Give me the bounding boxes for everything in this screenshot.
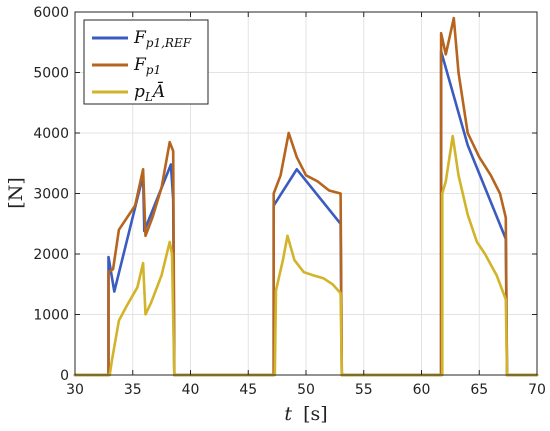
y-tick-label: 5000 — [33, 66, 69, 82]
x-tick-label: 30 — [66, 382, 84, 398]
x-tick-labels: 30 35 40 45 50 55 60 65 70 — [66, 382, 546, 398]
y-tick-label: 4000 — [33, 126, 69, 142]
series-layer — [73, 16, 539, 377]
x-tick-label: 35 — [124, 382, 142, 398]
x-axis-variable: t — [284, 403, 292, 425]
legend-label-3: pLĀ — [134, 81, 165, 104]
series-line-2 — [73, 16, 539, 377]
x-tick-label: 70 — [528, 382, 546, 398]
x-axis-title: t [s] — [284, 403, 327, 425]
y-tick-label: 2000 — [33, 247, 69, 263]
y-tick-label: 3000 — [33, 187, 69, 203]
x-tick-label: 65 — [470, 382, 488, 398]
y-tick-label: 0 — [60, 368, 69, 384]
axis-ticks — [74, 11, 538, 376]
x-tick-label: 60 — [413, 382, 431, 398]
y-axis-title: [N] — [5, 177, 27, 208]
x-tick-label: 55 — [355, 382, 373, 398]
y-tick-labels: 0 1000 2000 3000 4000 5000 6000 — [33, 5, 69, 384]
y-tick-label: 1000 — [33, 308, 69, 324]
y-tick-label: 6000 — [33, 5, 69, 21]
series-line-3 — [73, 134, 539, 377]
legend-box — [83, 19, 209, 105]
x-axis-unit: [s] — [303, 403, 328, 425]
x-tick-label: 45 — [239, 382, 257, 398]
x-tick-label: 40 — [182, 382, 200, 398]
x-tick-label: 50 — [297, 382, 315, 398]
